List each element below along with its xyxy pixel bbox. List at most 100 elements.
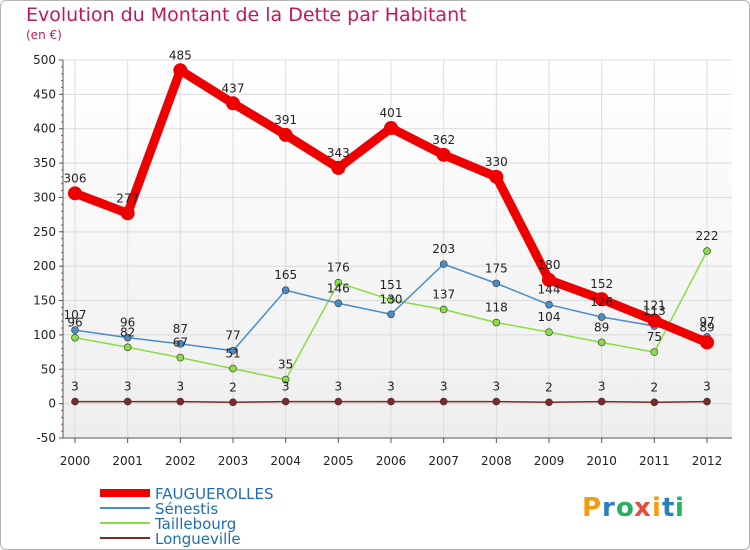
data-label: 277	[116, 191, 139, 205]
y-tick-label: 400	[33, 122, 56, 136]
data-label: 82	[120, 325, 135, 339]
data-point-taillebourg	[123, 343, 132, 352]
data-label: 118	[485, 301, 508, 315]
data-point-taillebourg	[703, 247, 711, 255]
data-label: 2	[545, 380, 553, 394]
data-point-s-nestis	[281, 286, 290, 295]
x-tick-label: 2012	[692, 454, 723, 468]
series-lines	[68, 63, 714, 407]
x-tick-label: 2006	[376, 454, 407, 468]
data-label: 3	[493, 380, 501, 394]
data-label: 146	[327, 281, 350, 295]
data-point-longueville	[176, 397, 185, 406]
logo-letter: o	[616, 493, 634, 523]
data-label: 362	[432, 133, 455, 147]
data-label: 104	[538, 310, 561, 324]
data-label: 3	[335, 380, 343, 394]
logo-letter: t	[662, 493, 674, 523]
data-point-longueville	[439, 397, 448, 406]
x-tick-label: 2011	[639, 454, 670, 468]
x-tick-label: 2003	[218, 454, 249, 468]
y-tick-label: 100	[33, 328, 56, 342]
data-point-s-nestis	[545, 300, 553, 309]
data-point-taillebourg	[650, 348, 659, 356]
data-point-s-nestis	[176, 340, 185, 348]
data-label: 3	[177, 380, 185, 394]
data-label: 175	[485, 261, 508, 275]
x-tick-label: 2004	[270, 454, 301, 468]
data-point-longueville	[650, 398, 659, 407]
data-point-longueville	[703, 397, 711, 406]
data-point-fauguerolles	[700, 335, 714, 350]
y-tick-label: -50	[36, 431, 56, 445]
legend-label: Taillebourg	[154, 515, 236, 533]
data-point-fauguerolles	[489, 169, 504, 184]
data-label: 222	[696, 229, 719, 243]
data-point-fauguerolles	[647, 313, 662, 328]
legend-label: FAUGUEROLLES	[155, 485, 274, 503]
logo-letter: i	[652, 493, 661, 523]
x-tick-label: 2002	[165, 454, 196, 468]
data-label: 3	[598, 380, 606, 394]
chart-subtitle: (en €)	[26, 28, 62, 42]
data-point-longueville	[123, 397, 132, 406]
data-label: 89	[699, 320, 714, 334]
data-point-fauguerolles	[542, 272, 556, 287]
data-label: 180	[538, 258, 561, 272]
data-point-longueville	[334, 397, 343, 406]
data-point-longueville	[597, 397, 606, 406]
data-point-taillebourg	[387, 296, 395, 304]
data-label: 343	[327, 146, 350, 160]
data-label: 2	[229, 380, 237, 394]
data-label: 87	[173, 322, 188, 336]
data-label: 130	[380, 292, 403, 306]
y-tick-label: 200	[33, 259, 56, 273]
data-label: 96	[120, 316, 135, 330]
data-point-s-nestis	[334, 299, 343, 308]
legend-label: Sénestis	[155, 500, 218, 518]
plot-area	[63, 60, 732, 438]
data-label: 3	[124, 380, 132, 394]
data-label: 391	[274, 113, 297, 127]
y-tick-label: 450	[33, 87, 56, 101]
data-label: 77	[225, 329, 240, 343]
data-label: 203	[432, 242, 455, 256]
data-label: 35	[278, 358, 293, 372]
data-point-longueville	[229, 398, 237, 407]
data-point-taillebourg	[545, 328, 553, 336]
data-point-fauguerolles	[226, 96, 240, 111]
data-label: 113	[643, 304, 666, 318]
x-tick-label: 2005	[323, 454, 354, 468]
data-label: 137	[432, 287, 455, 301]
y-tick-label: 300	[33, 190, 56, 204]
data-label: 176	[327, 261, 350, 275]
data-label: 3	[282, 380, 290, 394]
data-point-fauguerolles	[331, 160, 346, 175]
data-label: 165	[274, 268, 297, 282]
data-label: 401	[380, 106, 403, 120]
chart-title: Evolution du Montant de la Dette par Hab…	[26, 4, 467, 26]
logo-letter: P	[582, 493, 601, 523]
data-label: 144	[538, 283, 561, 297]
data-label: 67	[173, 336, 188, 350]
data-point-taillebourg	[439, 305, 448, 314]
data-label: 89	[594, 320, 609, 334]
data-point-taillebourg	[597, 338, 606, 347]
legend: FAUGUEROLLESSénestisTaillebourgLonguevil…	[100, 485, 274, 548]
y-tick-label: 500	[33, 53, 56, 67]
data-label: 2	[651, 380, 659, 394]
y-tick-label: 250	[33, 225, 56, 239]
data-point-taillebourg	[492, 318, 501, 327]
data-point-s-nestis	[439, 260, 448, 268]
x-tick-label: 2008	[481, 454, 512, 468]
x-tick-label: 2007	[428, 454, 459, 468]
data-point-taillebourg	[281, 375, 290, 384]
x-tick-label: 2001	[112, 454, 143, 468]
data-point-fauguerolles	[120, 206, 135, 221]
data-label: 330	[485, 155, 508, 169]
x-tick-label: 2010	[586, 454, 617, 468]
data-label: 3	[440, 380, 448, 394]
data-label: 3	[387, 380, 395, 394]
data-label: 152	[590, 277, 613, 291]
